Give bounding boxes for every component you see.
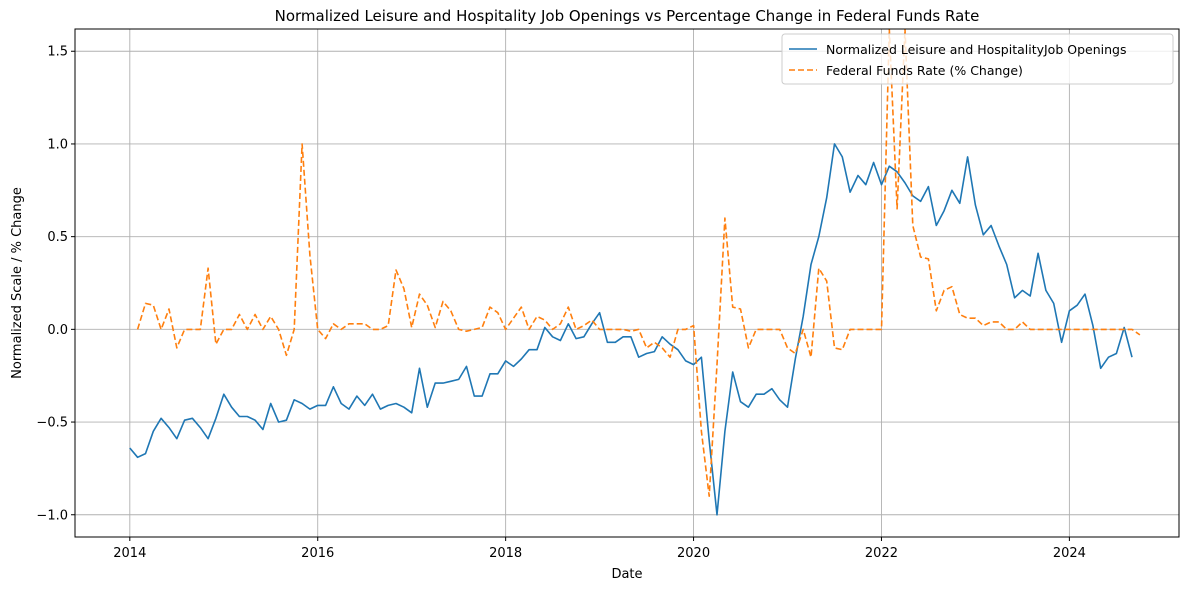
y-axis-label: Normalized Scale / % Change	[10, 187, 25, 379]
x-axis-label: Date	[611, 567, 642, 582]
y-tick-label: −1.0	[36, 508, 68, 523]
y-tick-label: 1.5	[47, 45, 68, 60]
x-tick-label: 2016	[301, 546, 334, 561]
y-tick-label: 0.0	[47, 323, 68, 338]
x-tick-label: 2018	[489, 546, 522, 561]
chart-title: Normalized Leisure and Hospitality Job O…	[275, 7, 980, 25]
y-tick-label: 0.5	[47, 230, 68, 245]
legend: Normalized Leisure and HospitalityJob O…	[782, 34, 1173, 84]
legend-label-job-openings: Normalized Leisure and HospitalityJob O…	[826, 42, 1126, 57]
y-tick-label: 1.0	[47, 137, 68, 152]
y-tick-label: −0.5	[36, 416, 68, 431]
legend-label-fed-funds: Federal Funds Rate (% Change)	[826, 63, 1023, 78]
x-tick-label: 2014	[113, 546, 146, 561]
x-tick-label: 2022	[865, 546, 898, 561]
x-tick-label: 2024	[1053, 546, 1086, 561]
x-tick-label: 2020	[677, 546, 710, 561]
